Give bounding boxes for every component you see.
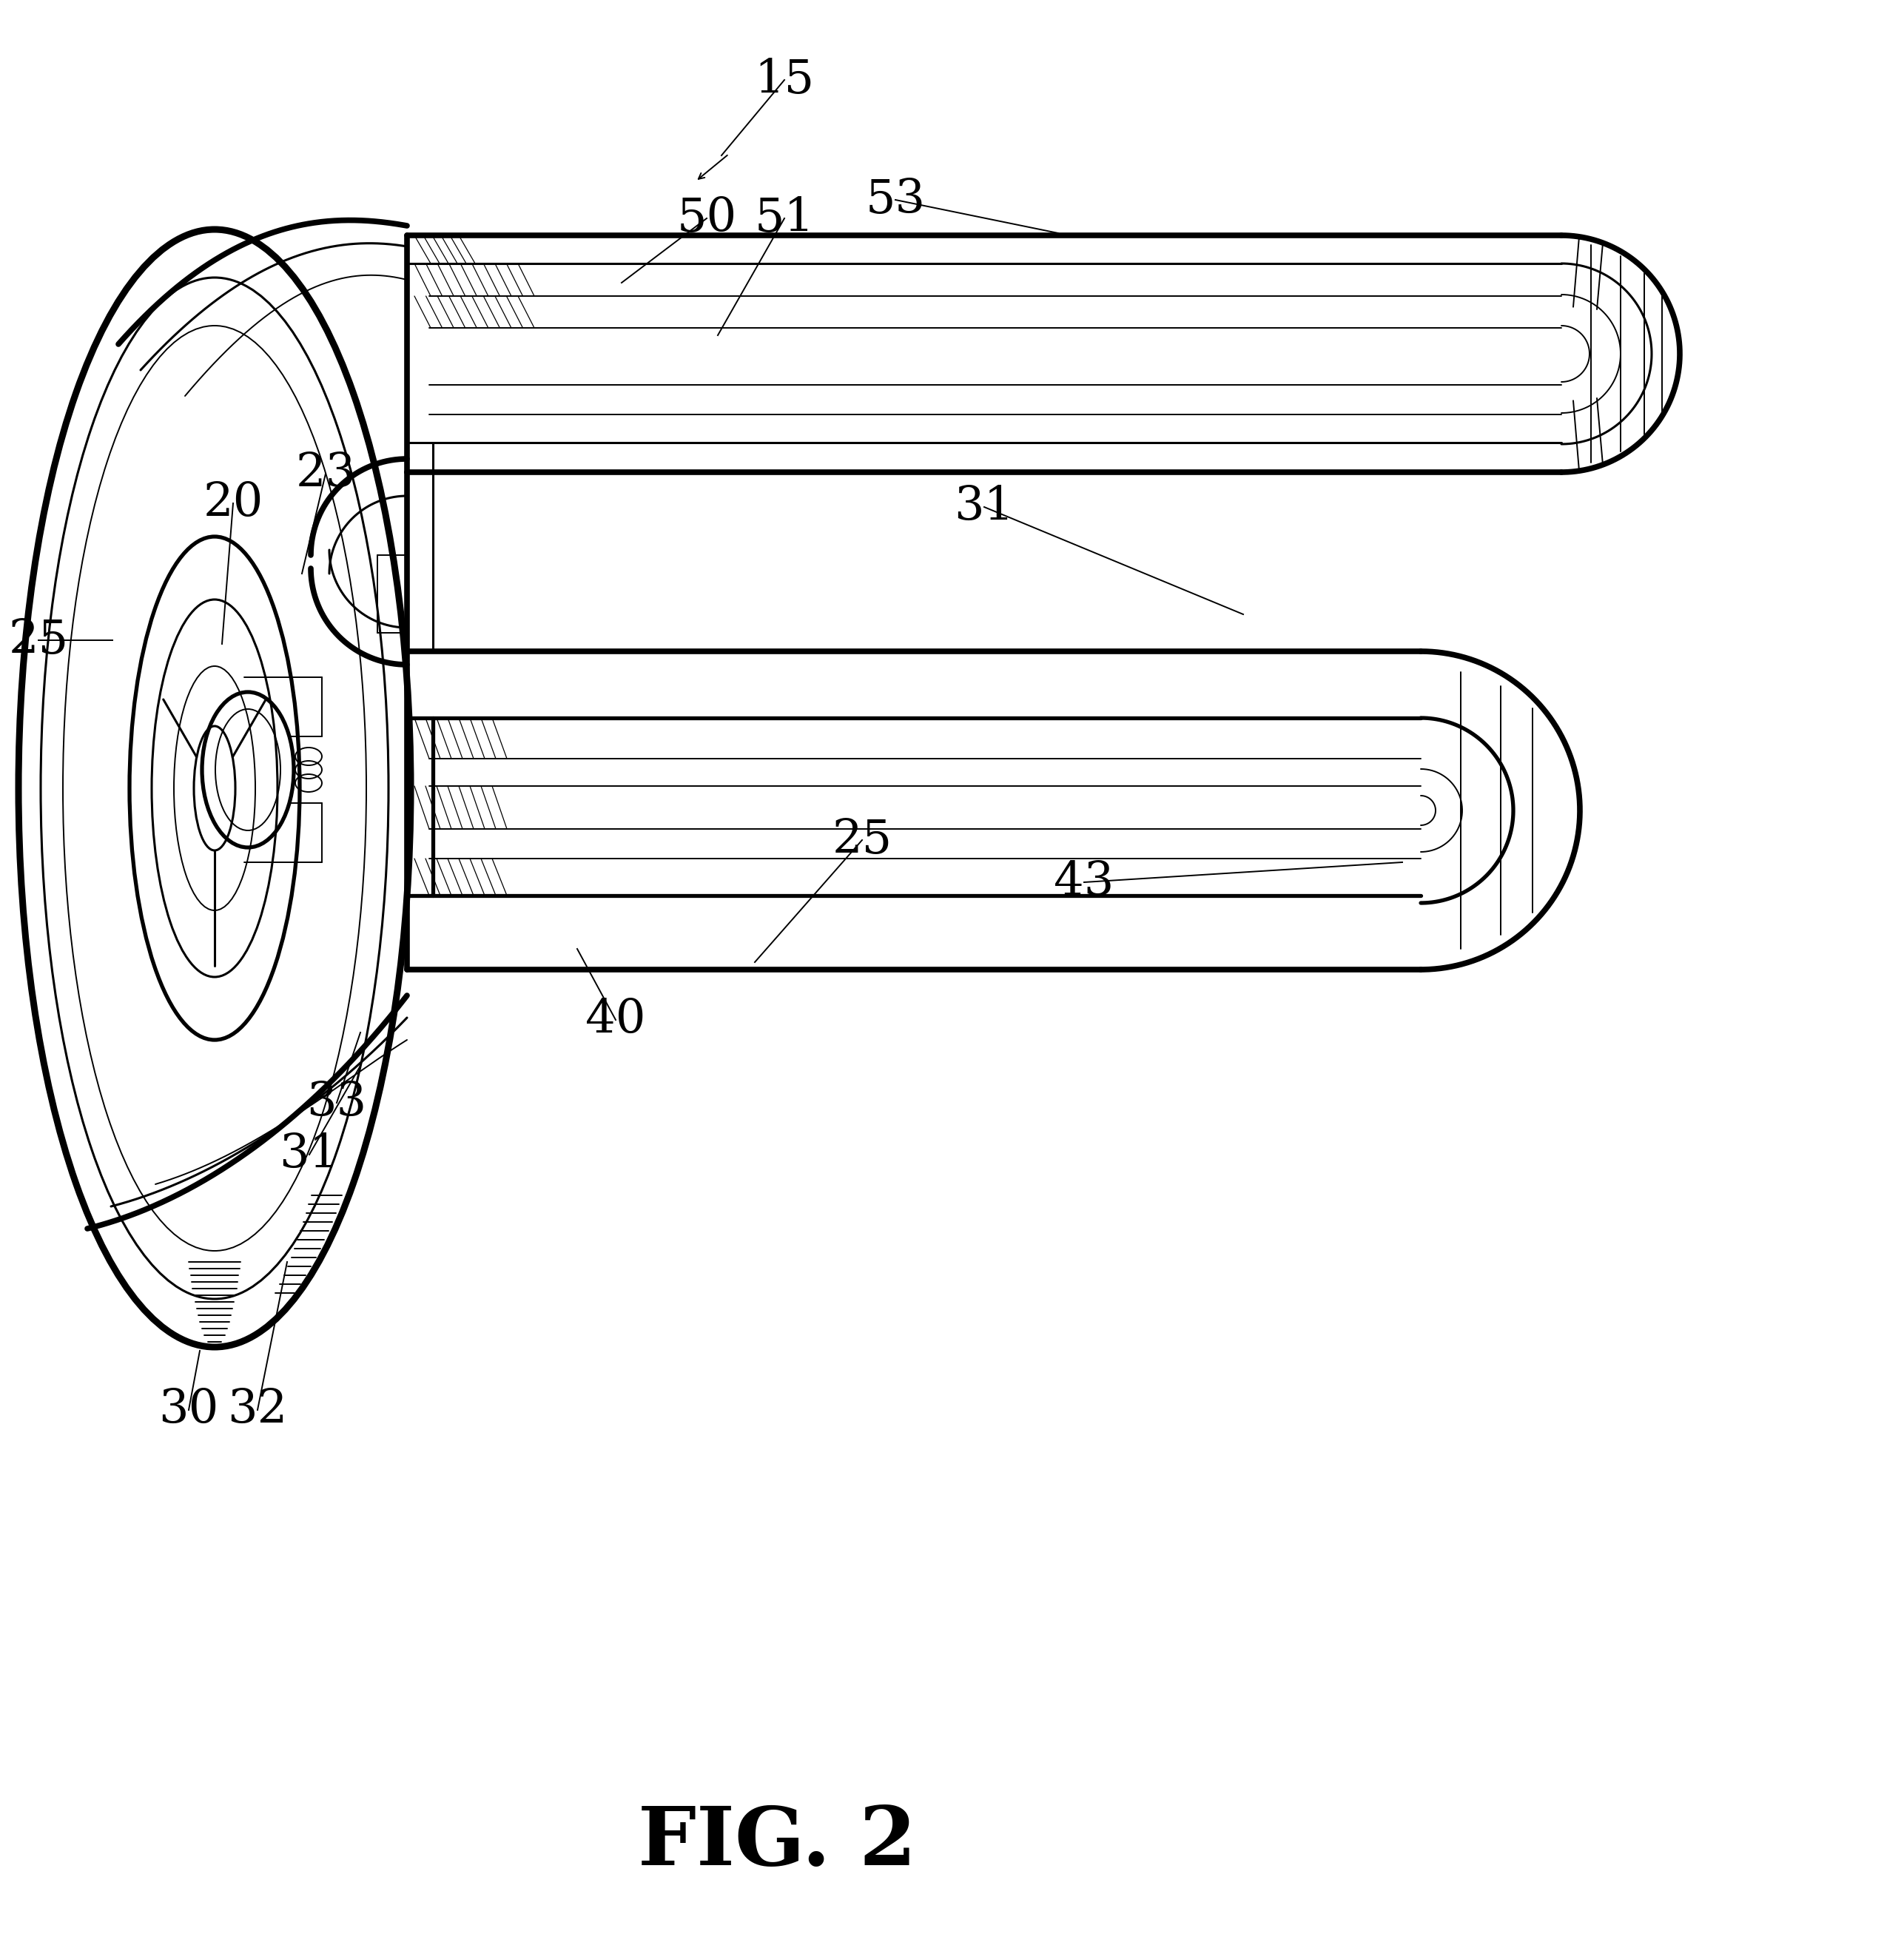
Text: 40: 40 bbox=[586, 997, 645, 1042]
Text: 15: 15 bbox=[754, 57, 815, 103]
Text: 51: 51 bbox=[754, 195, 815, 240]
Text: 32: 32 bbox=[227, 1387, 288, 1432]
Text: 25: 25 bbox=[8, 618, 69, 663]
Text: 53: 53 bbox=[866, 178, 925, 222]
Text: 33: 33 bbox=[307, 1081, 367, 1126]
Text: 20: 20 bbox=[204, 480, 263, 527]
Text: 31: 31 bbox=[280, 1132, 339, 1176]
Text: 43: 43 bbox=[1055, 860, 1114, 905]
Text: FIG. 2: FIG. 2 bbox=[638, 1803, 916, 1883]
Text: 23: 23 bbox=[295, 451, 356, 496]
Text: 50: 50 bbox=[676, 195, 737, 240]
Text: 30: 30 bbox=[158, 1387, 219, 1432]
Text: 25: 25 bbox=[832, 817, 893, 862]
Text: 31: 31 bbox=[954, 484, 1015, 529]
